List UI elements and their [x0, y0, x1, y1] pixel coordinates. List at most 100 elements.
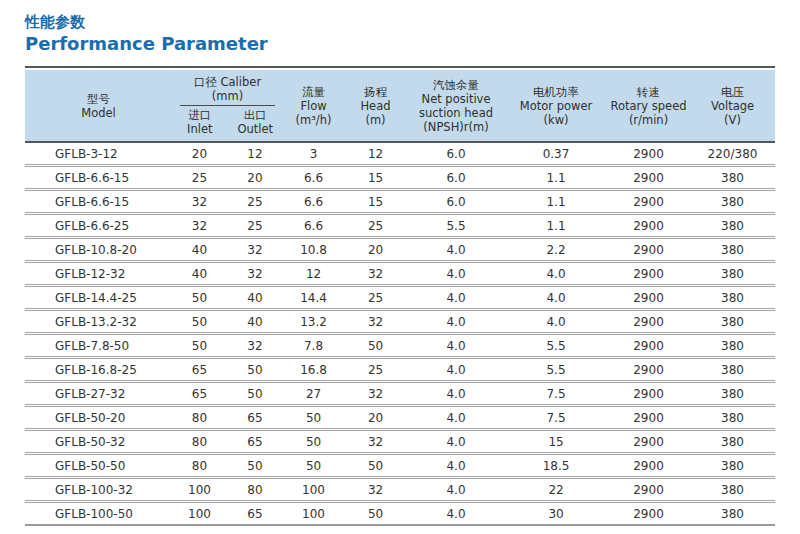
value-cell: 2900 [607, 383, 690, 407]
value-cell: 12 [344, 143, 407, 167]
value-cell: 4.0 [407, 431, 505, 455]
model-cell: GFLB-27-32 [25, 383, 172, 407]
table-body: GFLB-3-1220123126.00.372900220/380GFLB-6… [25, 143, 775, 526]
header-head: 扬程 Head (m) [344, 68, 407, 143]
model-cell: GFLB-13.2-32 [25, 311, 172, 335]
header-npsh: 汽蚀余量 Net positive suction head (NPSH)r(m… [407, 68, 505, 143]
header-row: 型号 Model 口径 Caliber (mm) 进口 Inlet 出口 [25, 68, 775, 143]
header-motor-power: 电机功率 Motor power (kw) [505, 68, 607, 143]
value-cell: 50 [283, 455, 344, 479]
model-cell: GFLB-6.6-15 [25, 167, 172, 191]
header-flow-unit: (m³/h) [283, 113, 344, 127]
header-caliber-group: 口径 Caliber (mm) 进口 Inlet 出口 Outlet [172, 68, 283, 143]
value-cell: 380 [690, 479, 775, 503]
value-cell: 32 [172, 191, 227, 215]
value-cell: 65 [172, 383, 227, 407]
value-cell: 20 [227, 167, 283, 191]
value-cell: 4.0 [407, 407, 505, 431]
value-cell: 20 [344, 239, 407, 263]
header-voltage: 电压 Voltage (V) [690, 68, 775, 143]
value-cell: 100 [172, 503, 227, 526]
value-cell: 25 [227, 191, 283, 215]
header-model: 型号 Model [25, 68, 172, 143]
value-cell: 1.1 [505, 215, 607, 239]
model-cell: GFLB-50-20 [25, 407, 172, 431]
table-row: GFLB-14.4-25504014.4254.04.02900380 [25, 287, 775, 311]
table-row: GFLB-6.6-1532256.6156.01.12900380 [25, 191, 775, 215]
value-cell: 380 [690, 263, 775, 287]
value-cell: 2900 [607, 455, 690, 479]
header-speed-unit: (r/min) [607, 113, 690, 127]
page: 性能参数 Performance Parameter 型号 Model 口径 C… [0, 0, 800, 526]
value-cell: 380 [690, 407, 775, 431]
header-model-zh: 型号 [25, 92, 172, 106]
value-cell: 32 [344, 431, 407, 455]
header-voltage-zh: 电压 [690, 85, 775, 99]
value-cell: 30 [505, 503, 607, 526]
header-inlet: 进口 Inlet [172, 108, 228, 136]
table-row: GFLB-27-32655027324.07.52900380 [25, 383, 775, 407]
header-model-en: Model [25, 106, 172, 120]
header-inlet-en: Inlet [172, 122, 228, 136]
model-cell: GFLB-7.8-50 [25, 335, 172, 359]
value-cell: 0.37 [505, 143, 607, 167]
model-cell: GFLB-50-32 [25, 431, 172, 455]
value-cell: 100 [172, 479, 227, 503]
model-cell: GFLB-16.8-25 [25, 359, 172, 383]
value-cell: 4.0 [407, 503, 505, 526]
value-cell: 380 [690, 167, 775, 191]
value-cell: 25 [227, 215, 283, 239]
header-head-zh: 扬程 [344, 85, 407, 99]
table-row: GFLB-7.8-5050327.8504.05.52900380 [25, 335, 775, 359]
value-cell: 1.1 [505, 191, 607, 215]
value-cell: 50 [283, 407, 344, 431]
value-cell: 4.0 [407, 239, 505, 263]
header-npsh-en1: Net positive [407, 92, 505, 106]
value-cell: 4.0 [407, 263, 505, 287]
value-cell: 4.0 [407, 455, 505, 479]
value-cell: 2900 [607, 167, 690, 191]
value-cell: 2900 [607, 191, 690, 215]
value-cell: 2900 [607, 143, 690, 167]
table-row: GFLB-6.6-1525206.6156.01.12900380 [25, 167, 775, 191]
value-cell: 16.8 [283, 359, 344, 383]
value-cell: 50 [227, 359, 283, 383]
value-cell: 40 [172, 239, 227, 263]
value-cell: 220/380 [690, 143, 775, 167]
value-cell: 4.0 [505, 311, 607, 335]
value-cell: 4.0 [407, 311, 505, 335]
value-cell: 40 [172, 263, 227, 287]
value-cell: 6.6 [283, 215, 344, 239]
value-cell: 20 [344, 407, 407, 431]
value-cell: 12 [283, 263, 344, 287]
value-cell: 7.8 [283, 335, 344, 359]
value-cell: 2900 [607, 431, 690, 455]
header-voltage-en: Voltage [690, 99, 775, 113]
value-cell: 4.0 [407, 383, 505, 407]
page-title-en: Performance Parameter [25, 33, 775, 55]
value-cell: 4.0 [407, 335, 505, 359]
value-cell: 2900 [607, 311, 690, 335]
value-cell: 4.0 [505, 287, 607, 311]
table-row: GFLB-6.6-2532256.6255.51.12900380 [25, 215, 775, 239]
value-cell: 12 [227, 143, 283, 167]
table-row: GFLB-100-5010065100504.0302900380 [25, 503, 775, 526]
value-cell: 2900 [607, 479, 690, 503]
table-row: GFLB-10.8-20403210.8204.02.22900380 [25, 239, 775, 263]
value-cell: 6.6 [283, 167, 344, 191]
value-cell: 32 [227, 239, 283, 263]
value-cell: 13.2 [283, 311, 344, 335]
value-cell: 6.0 [407, 191, 505, 215]
value-cell: 25 [344, 359, 407, 383]
model-cell: GFLB-12-32 [25, 263, 172, 287]
table-row: GFLB-50-20806550204.07.52900380 [25, 407, 775, 431]
value-cell: 50 [227, 455, 283, 479]
value-cell: 380 [690, 311, 775, 335]
header-power-en: Motor power [505, 99, 607, 113]
value-cell: 5.5 [407, 215, 505, 239]
value-cell: 4.0 [407, 359, 505, 383]
model-cell: GFLB-100-32 [25, 479, 172, 503]
value-cell: 32 [227, 335, 283, 359]
value-cell: 4.0 [407, 287, 505, 311]
header-speed-en: Rotary speed [607, 99, 690, 113]
